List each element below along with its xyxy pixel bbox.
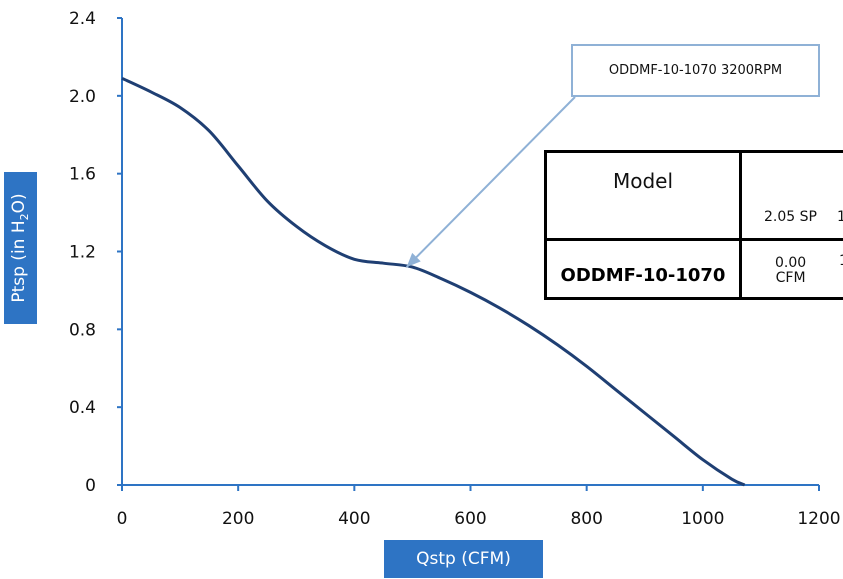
x-tick-label: 1200 — [797, 509, 840, 529]
y-tick-label: 0.4 — [69, 398, 96, 418]
x-tick-label: 200 — [222, 509, 254, 529]
y-tick-label: 2.4 — [69, 9, 96, 29]
table-sp-value: 2.05 SP — [764, 209, 817, 225]
x-tick-label: 0 — [117, 509, 128, 529]
x-axis-label: Qstp (CFM) — [384, 540, 543, 578]
x-tick-label: 1000 — [681, 509, 724, 529]
table-cfm-unit: CFM — [775, 270, 806, 286]
spec-table: Model ODDMF-10-1070 2.05 SP 1 0.00 CFM 1 — [544, 150, 843, 300]
annotation-arrow-line — [405, 96, 576, 268]
x-tick-label: 400 — [338, 509, 370, 529]
table-model-name: ODDMF-10-1070 — [560, 265, 726, 286]
y-tick-label: 0 — [85, 476, 96, 496]
y-tick-label: 1.6 — [69, 165, 96, 185]
table-divider-horizontal — [547, 238, 843, 241]
table-cut-value-bottom: 1 — [839, 253, 843, 269]
table-cut-value-top: 1 — [837, 209, 843, 225]
y-tick-label: 0.8 — [69, 320, 96, 340]
table-cfm-cell: 0.00 CFM — [775, 256, 806, 286]
x-tick-label: 600 — [454, 509, 486, 529]
y-tick-label: 1.2 — [69, 243, 96, 263]
table-header-model: Model — [612, 169, 674, 193]
y-tick-label: 2.0 — [69, 87, 96, 107]
table-divider-vertical — [739, 153, 742, 297]
table-cfm-value: 0.00 — [775, 255, 807, 271]
annotation-arrow-head — [406, 252, 421, 268]
x-tick-label: 800 — [570, 509, 602, 529]
y-axis-label: Ptsp (in H2O) — [8, 193, 32, 303]
series-line-oddmf-10-1070 — [121, 76, 746, 487]
y-axis-label-box — [4, 172, 37, 324]
annotation-callout: ODDMF-10-1070 3200RPM — [571, 44, 820, 97]
